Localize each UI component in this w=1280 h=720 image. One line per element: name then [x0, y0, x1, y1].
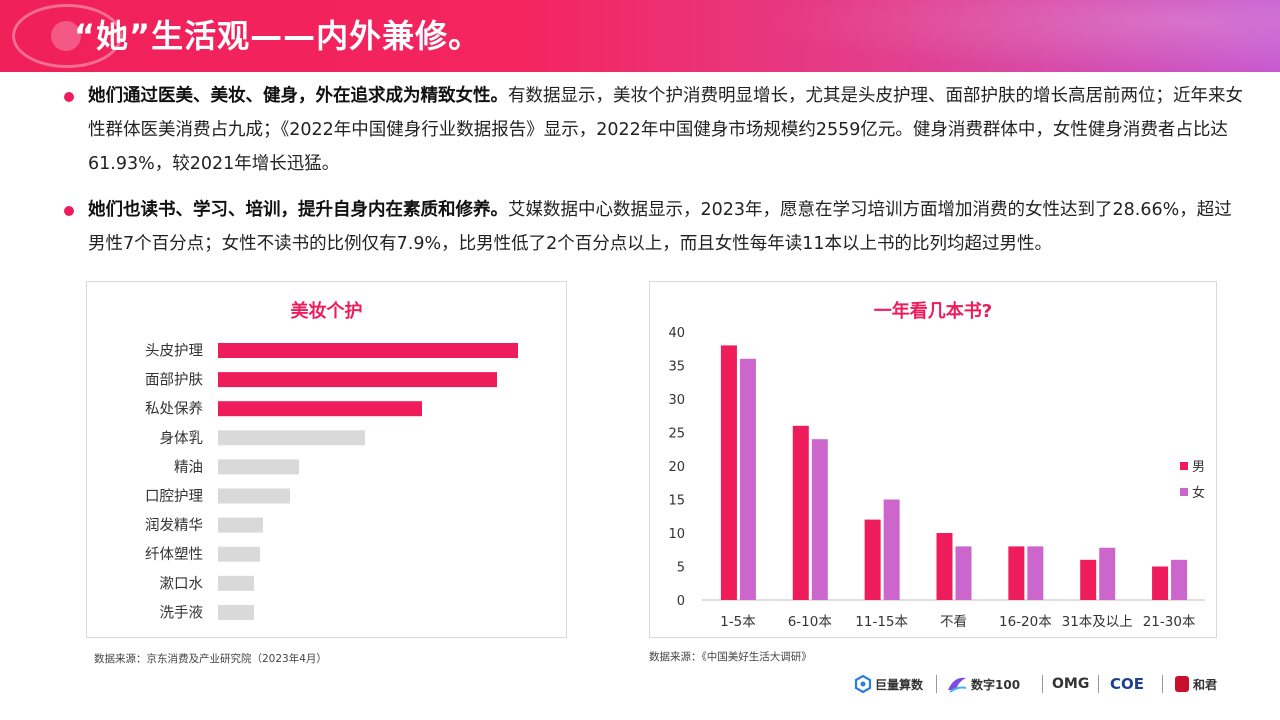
reading-bar-chart: 0 5 10 15 20 25 30 35 40 1-5本 6-10本 11-15本 不看 16-20本 3… [668, 326, 1205, 630]
logo-divider [1098, 675, 1099, 693]
juliang-logo-icon [854, 675, 872, 693]
bar-21-30本-女 [1171, 559, 1188, 600]
bullet-paragraph-1: 她们通过医美、美妆、健身，外在追求成为精致女性。有数据显示，美妆个护消费明显增长… [64, 79, 1244, 181]
category-label: 31本及以上 [1062, 614, 1133, 630]
bar-31本及以上-女 [1099, 547, 1116, 600]
category-label: 1-5本 [720, 614, 756, 630]
category-label: 身体乳 [160, 430, 204, 447]
left-source-note: 数据来源：京东消费及产业研究院（2023年4月） [94, 653, 327, 665]
y-tick-label: 35 [668, 360, 685, 375]
logo-text: 数字100 [971, 677, 1021, 692]
y-tick-label: 40 [668, 326, 685, 341]
logo-divider [936, 675, 937, 693]
logo-coe: COE [1110, 675, 1145, 693]
bar-6-10本-男 [792, 425, 809, 600]
category-label: 不看 [940, 614, 967, 630]
logo-text: 巨量算数 [875, 677, 924, 692]
legend-swatch [1180, 462, 1188, 470]
bar-洗手液 [218, 604, 254, 620]
bar-16-20本-男 [1008, 546, 1025, 600]
logo-hejun: 和君 [1174, 672, 1217, 696]
hejun-seal-icon [1175, 676, 1189, 692]
legend-label: 男 [1192, 460, 1205, 475]
reading-chart-panel: 一年看几本书? 0 5 10 15 20 25 30 35 40 1-5本 6-10本 11-15本 不… [649, 281, 1217, 638]
bullet-text: 她们通过医美、美妆、健身，外在追求成为精致女性。有数据显示，美妆个护消费明显增长… [88, 79, 1244, 181]
bar-润发精华 [218, 517, 263, 533]
category-label: 16-20本 [999, 614, 1052, 630]
bullet-dot-icon [64, 92, 74, 102]
logo-divider [1042, 675, 1043, 693]
header-banner: “她”生活观——内外兼修。 [0, 0, 1280, 72]
footer-logos: 巨量算数 数字100 OMG COE 和君 [852, 670, 1232, 698]
category-label: 洗手液 [160, 604, 204, 621]
category-label: 6-10本 [788, 614, 833, 630]
eye-decoration-icon [12, 4, 122, 68]
bullet-dot-icon [64, 206, 74, 216]
bullet-bold-lead: 她们通过医美、美妆、健身，外在追求成为精致女性。 [88, 86, 508, 106]
y-tick-label: 25 [668, 427, 685, 442]
bar-31本及以上-男 [1080, 559, 1097, 600]
logo-shuzi100: 数字100 [946, 672, 1020, 696]
y-tick-label: 0 [677, 594, 685, 609]
logo-divider [1162, 675, 1163, 693]
category-label: 21-30本 [1143, 614, 1196, 630]
legend-swatch [1180, 488, 1188, 496]
beauty-chart-panel: 美妆个护 头皮护理面部护肤私处保养身体乳精油口腔护理润发精华纤体塑性漱口水洗手液 [86, 281, 567, 638]
bar-面部护肤 [218, 372, 497, 388]
bar-私处保养 [218, 401, 422, 417]
bar-6-10本-女 [811, 439, 828, 600]
bar-11-15本-男 [864, 519, 881, 600]
bar-口腔护理 [218, 488, 290, 504]
category-label: 精油 [174, 459, 203, 476]
y-tick-label: 30 [668, 393, 685, 408]
bar-16-20本-女 [1027, 546, 1044, 600]
logo-omg: OMG [1052, 676, 1090, 692]
bullet-body: 艾媒数据中心数据显示，2023年，愿意在学习培训方面增加消费的女性达到了28.6… [88, 200, 1232, 254]
bar-1-5本-女 [739, 358, 756, 600]
right-source-note: 数据来源：《中国美好生活大调研》 [649, 651, 812, 663]
category-label: 口腔护理 [145, 488, 203, 505]
bar-身体乳 [218, 430, 365, 446]
category-label: 11-15本 [855, 614, 908, 630]
category-label: 润发精华 [145, 517, 203, 534]
bar-不看-女 [955, 546, 972, 600]
banner-glow [760, 0, 1280, 72]
bullet-text: 她们也读书、学习、培训，提升自身内在素质和修养。艾媒数据中心数据显示，2023年… [88, 193, 1244, 261]
logo-text: 和君 [1193, 677, 1218, 692]
bullet-bold-lead: 她们也读书、学习、培训，提升自身内在素质和修养。 [88, 200, 508, 220]
legend-label: 女 [1192, 485, 1205, 501]
category-label: 纤体塑性 [145, 546, 203, 563]
bar-精油 [218, 459, 299, 475]
chart-title: 美妆个护 [290, 301, 363, 322]
page-title: “她”生活观——内外兼修。 [74, 17, 482, 55]
bar-1-5本-男 [720, 345, 737, 600]
shuzi100-logo-icon [948, 677, 967, 693]
bar-纤体塑性 [218, 546, 260, 562]
bullet-paragraph-2: 她们也读书、学习、培训，提升自身内在素质和修养。艾媒数据中心数据显示，2023年… [64, 193, 1244, 261]
bar-21-30本-男 [1152, 566, 1169, 600]
y-tick-label: 20 [668, 460, 685, 475]
bar-11-15本-女 [883, 499, 900, 600]
bullet-body: 有数据显示，美妆个护消费明显增长，尤其是头皮护理、面部护肤的增长高居前两位；近年… [88, 86, 1243, 174]
y-tick-label: 15 [668, 494, 685, 509]
bar-漱口水 [218, 575, 254, 591]
logo-juliang: 巨量算数 [854, 672, 923, 696]
category-label: 头皮护理 [145, 343, 203, 360]
bar-头皮护理 [218, 343, 518, 358]
bar-不看-男 [936, 533, 953, 600]
chart-title: 一年看几本书? [873, 301, 993, 322]
y-tick-label: 5 [677, 561, 685, 576]
category-label: 面部护肤 [145, 372, 203, 389]
category-label: 私处保养 [145, 401, 203, 418]
y-tick-label: 10 [668, 527, 685, 542]
category-label: 漱口水 [160, 575, 204, 592]
